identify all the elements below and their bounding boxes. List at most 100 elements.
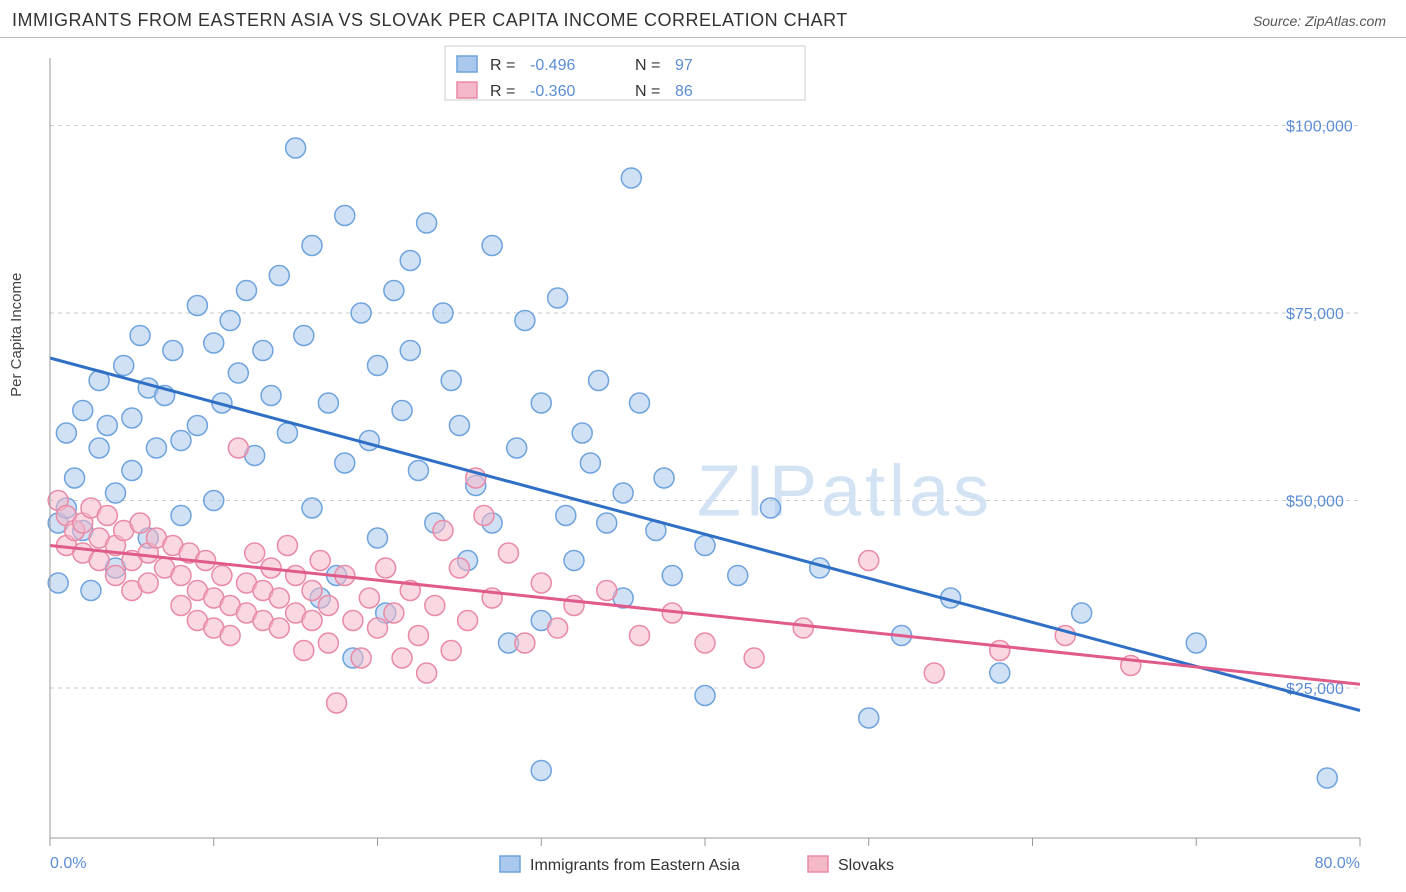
data-point [56,423,76,443]
data-point [277,536,297,556]
data-point [286,566,306,586]
data-point [114,356,134,376]
data-point [695,633,715,653]
data-point [531,761,551,781]
data-point [261,386,281,406]
legend-n-label: N = [635,57,660,74]
data-point [859,551,879,571]
data-point [564,551,584,571]
data-point [65,468,85,488]
y-axis-label: Per Capita Income [8,273,25,397]
data-point [318,393,338,413]
data-point [277,423,297,443]
data-point [318,633,338,653]
data-point [392,401,412,421]
data-point [417,213,437,233]
data-point [1186,633,1206,653]
data-point [122,408,142,428]
data-point [441,641,461,661]
data-point [368,528,388,548]
bottom-legend-swatch [500,856,520,872]
data-point [228,363,248,383]
data-point [793,618,813,638]
data-point [384,281,404,301]
data-point [171,566,191,586]
data-point [294,326,314,346]
data-point [654,468,674,488]
data-point [580,453,600,473]
chart-title: IMMIGRANTS FROM EASTERN ASIA VS SLOVAK P… [12,10,848,31]
y-tick-label: $75,000 [1286,306,1344,323]
legend-swatch [457,56,477,72]
data-point [449,558,469,578]
data-point [269,618,289,638]
data-point [695,536,715,556]
data-point [474,506,494,526]
data-point [458,611,478,631]
data-point [400,251,420,271]
data-point [556,506,576,526]
data-point [204,491,224,511]
data-point [613,483,633,503]
chart-header: IMMIGRANTS FROM EASTERN ASIA VS SLOVAK P… [0,0,1406,38]
legend-n-value: 97 [675,57,693,74]
data-point [761,498,781,518]
data-point [130,326,150,346]
data-point [97,506,117,526]
data-point [302,611,322,631]
data-point [89,438,109,458]
data-point [212,566,232,586]
data-point [531,573,551,593]
data-point [515,633,535,653]
data-point [302,581,322,601]
data-point [507,438,527,458]
data-point [408,461,428,481]
chart-source: Source: ZipAtlas.com [1253,13,1386,29]
data-point [548,288,568,308]
data-point [1317,768,1337,788]
y-tick-label: $100,000 [1286,119,1353,136]
x-tick-label: 0.0% [50,855,86,872]
data-point [564,596,584,616]
data-point [237,281,257,301]
data-point [359,588,379,608]
data-point [351,303,371,323]
data-point [990,641,1010,661]
data-point [269,266,289,286]
data-point [859,708,879,728]
data-point [499,543,519,563]
data-point [97,416,117,436]
data-point [187,296,207,316]
data-point [425,596,445,616]
legend-swatch [457,82,477,98]
data-point [171,431,191,451]
data-point [548,618,568,638]
data-point [572,423,592,443]
legend-r-value: -0.496 [530,57,575,74]
data-point [589,371,609,391]
data-point [138,573,158,593]
chart-container: Per Capita Income $25,000$50,000$75,000$… [0,38,1406,880]
data-point [228,438,248,458]
data-point [924,663,944,683]
data-point [335,206,355,226]
data-point [286,138,306,158]
data-point [146,438,166,458]
data-point [368,618,388,638]
data-point [310,551,330,571]
data-point [351,648,371,668]
scatter-chart: $25,000$50,000$75,000$100,000ZIPatlas0.0… [0,38,1406,880]
y-tick-label: $25,000 [1286,681,1344,698]
data-point [89,551,109,571]
bottom-legend-label: Slovaks [838,857,894,874]
data-point [368,356,388,376]
data-point [171,506,191,526]
data-point [990,663,1010,683]
data-point [294,641,314,661]
data-point [204,333,224,353]
data-point [392,648,412,668]
data-point [376,558,396,578]
data-point [630,393,650,413]
data-point [384,603,404,623]
data-point [695,686,715,706]
